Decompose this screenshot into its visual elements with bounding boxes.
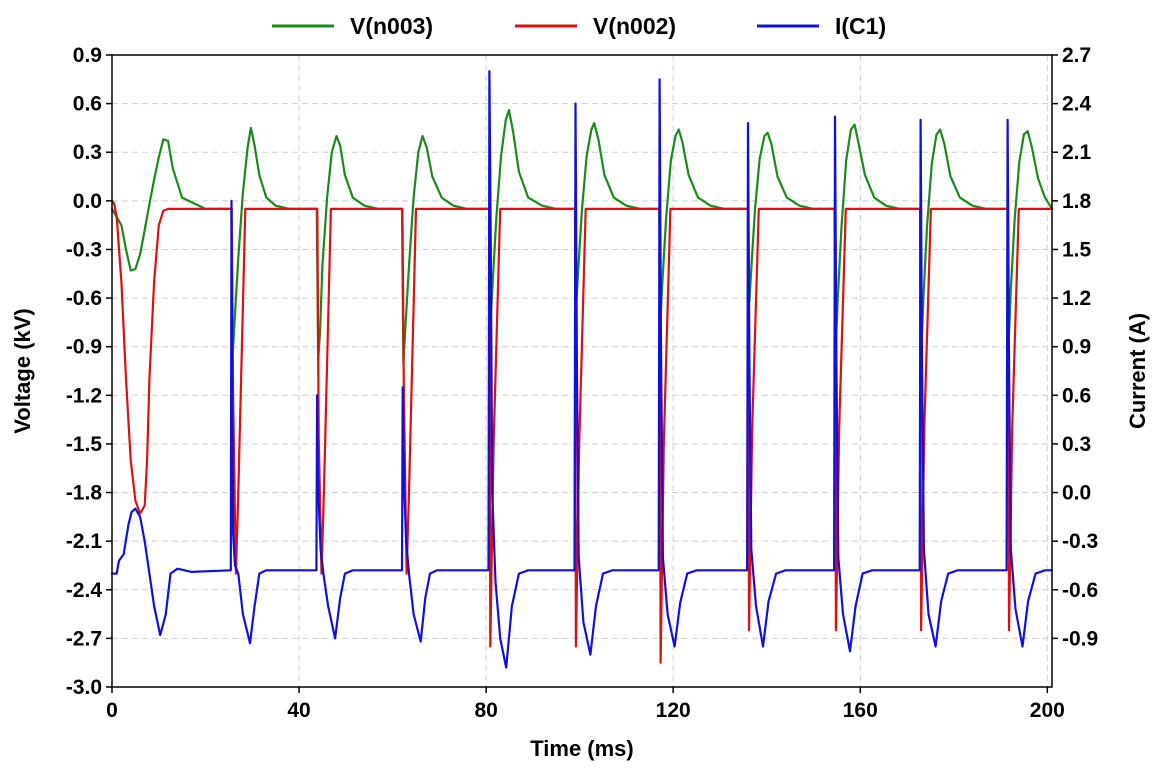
- x-axis-title: Time (ms): [530, 736, 634, 761]
- y-tick-label: 0.6: [73, 93, 102, 116]
- series-line-v-n002: [110, 199, 1054, 664]
- y-tick-label: -0.3: [66, 238, 102, 261]
- x-tick-label: 0: [106, 699, 118, 722]
- y2-tick-label: 0.6: [1062, 384, 1091, 407]
- plot-frame: [111, 54, 1053, 688]
- y-tick-label: -0.6: [66, 287, 102, 310]
- y2-tick-label: 1.5: [1062, 238, 1092, 261]
- y2-tick-label: 0.3: [1062, 433, 1091, 456]
- y-tick-label: -2.1: [66, 530, 103, 553]
- y2-tick-label: -0.3: [1062, 530, 1098, 553]
- y-tick-label: 0.3: [73, 141, 102, 164]
- series-line-i-c1: [110, 70, 1054, 669]
- x-tick-label: 80: [474, 699, 497, 722]
- y-tick-label: -1.8: [66, 482, 103, 505]
- y-axis-left: 0.9 0.6 0.3 0.0 -0.3 -0.6 -0.9 -1.2 -1.5 -1.8 -2.1…: [66, 44, 112, 699]
- legend-label-i-c1: I(C1): [835, 13, 886, 39]
- y2-tick-label: 2.7: [1062, 44, 1091, 67]
- y2-tick-label: -0.6: [1062, 579, 1098, 602]
- y-tick-label: -1.5: [66, 433, 103, 456]
- y-tick-label: 0.0: [73, 190, 102, 213]
- y-tick-label: -1.2: [66, 384, 102, 407]
- y2-tick-label: -0.9: [1062, 627, 1098, 650]
- y2-axis-title: Current (A): [1125, 313, 1150, 429]
- y2-tick-label: 1.8: [1062, 190, 1092, 213]
- y-tick-label: -2.7: [66, 627, 102, 650]
- series-layer: [110, 70, 1054, 669]
- y-tick-label: -0.9: [66, 336, 102, 359]
- legend: V(n003) V(n002) I(C1): [272, 13, 886, 39]
- y-axis-right: 2.7 2.4 2.1 1.8 1.5 1.2 0.9 0.6 0.3 0.0 -0.3 -0.6 -0…: [1052, 44, 1098, 650]
- y2-tick-label: 1.2: [1062, 287, 1091, 310]
- y2-tick-label: 0.9: [1062, 336, 1091, 359]
- y2-tick-label: 0.0: [1062, 482, 1091, 505]
- y2-tick-label: 2.1: [1062, 141, 1092, 164]
- y2-tick-label: 2.4: [1062, 93, 1092, 116]
- x-tick-label: 160: [843, 699, 878, 722]
- y-tick-label: -2.4: [66, 579, 103, 602]
- x-tick-label: 200: [1030, 699, 1065, 722]
- x-axis: 0 40 80 120 160 200: [106, 687, 1065, 722]
- x-tick-label: 120: [656, 699, 691, 722]
- y-axis-title: Voltage (kV): [10, 308, 35, 434]
- legend-label-v-n003: V(n003): [350, 13, 433, 39]
- y-tick-label: 0.9: [73, 44, 102, 67]
- legend-label-v-n002: V(n002): [593, 13, 676, 39]
- y-tick-label: -3.0: [66, 676, 102, 699]
- x-tick-label: 40: [287, 699, 310, 722]
